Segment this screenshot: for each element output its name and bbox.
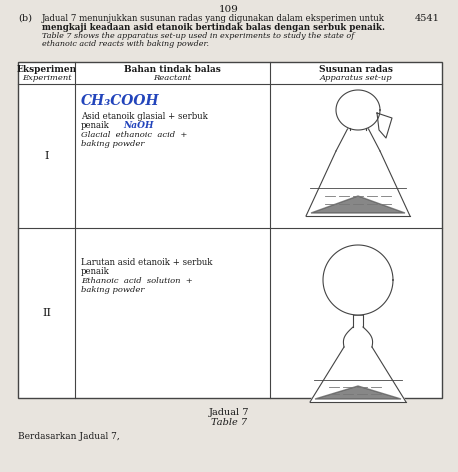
Polygon shape — [377, 113, 392, 138]
Polygon shape — [310, 347, 406, 402]
Text: Glacial  ethanoic  acid  +: Glacial ethanoic acid + — [81, 131, 187, 139]
Polygon shape — [336, 90, 380, 130]
Text: (b): (b) — [18, 14, 32, 23]
Polygon shape — [336, 128, 380, 151]
Text: Jadual 7: Jadual 7 — [209, 408, 249, 417]
Text: baking powder: baking powder — [81, 286, 144, 294]
Polygon shape — [311, 196, 405, 213]
Bar — [18, 62, 442, 398]
Text: Larutan asid etanoik + serbuk: Larutan asid etanoik + serbuk — [81, 258, 213, 267]
Polygon shape — [315, 386, 401, 399]
Polygon shape — [306, 151, 410, 216]
Text: Eksperimen: Eksperimen — [16, 66, 76, 75]
Text: penaik: penaik — [81, 267, 110, 276]
Text: ethanoic acid reacts with baking powder.: ethanoic acid reacts with baking powder. — [42, 40, 209, 48]
Text: 109: 109 — [219, 5, 239, 14]
Text: Asid etanoik glasial + serbuk: Asid etanoik glasial + serbuk — [81, 112, 208, 121]
Text: Ethanoic  acid  solution  +: Ethanoic acid solution + — [81, 277, 193, 285]
Text: Berdasarkan Jadual 7,: Berdasarkan Jadual 7, — [18, 432, 120, 441]
Text: Apparatus set-up: Apparatus set-up — [320, 74, 393, 82]
Text: CH₃COOH: CH₃COOH — [81, 94, 160, 108]
Text: Jadual 7 menunjukkan susunan radas yang digunakan dalam eksperimen untuk: Jadual 7 menunjukkan susunan radas yang … — [42, 14, 385, 23]
Text: mengkaji keadaan asid etanoik bertindak balas dengan serbuk penaik.: mengkaji keadaan asid etanoik bertindak … — [42, 23, 385, 32]
Text: Table 7 shows the apparatus set-up used in experiments to study the state of: Table 7 shows the apparatus set-up used … — [42, 32, 354, 40]
Text: Table 7: Table 7 — [211, 418, 247, 427]
Text: Bahan tindak balas: Bahan tindak balas — [124, 66, 221, 75]
Polygon shape — [323, 245, 393, 315]
Polygon shape — [344, 327, 372, 347]
Text: Susunan radas: Susunan radas — [319, 66, 393, 75]
Text: 4541: 4541 — [415, 14, 440, 23]
Text: NaOH: NaOH — [123, 121, 153, 130]
Text: penaik: penaik — [81, 121, 110, 130]
Text: Reactant: Reactant — [153, 74, 191, 82]
Text: I: I — [44, 151, 49, 161]
Text: baking powder: baking powder — [81, 140, 144, 148]
Text: II: II — [42, 308, 51, 318]
Polygon shape — [353, 315, 363, 327]
Text: Experiment: Experiment — [22, 74, 71, 82]
Polygon shape — [350, 128, 366, 130]
